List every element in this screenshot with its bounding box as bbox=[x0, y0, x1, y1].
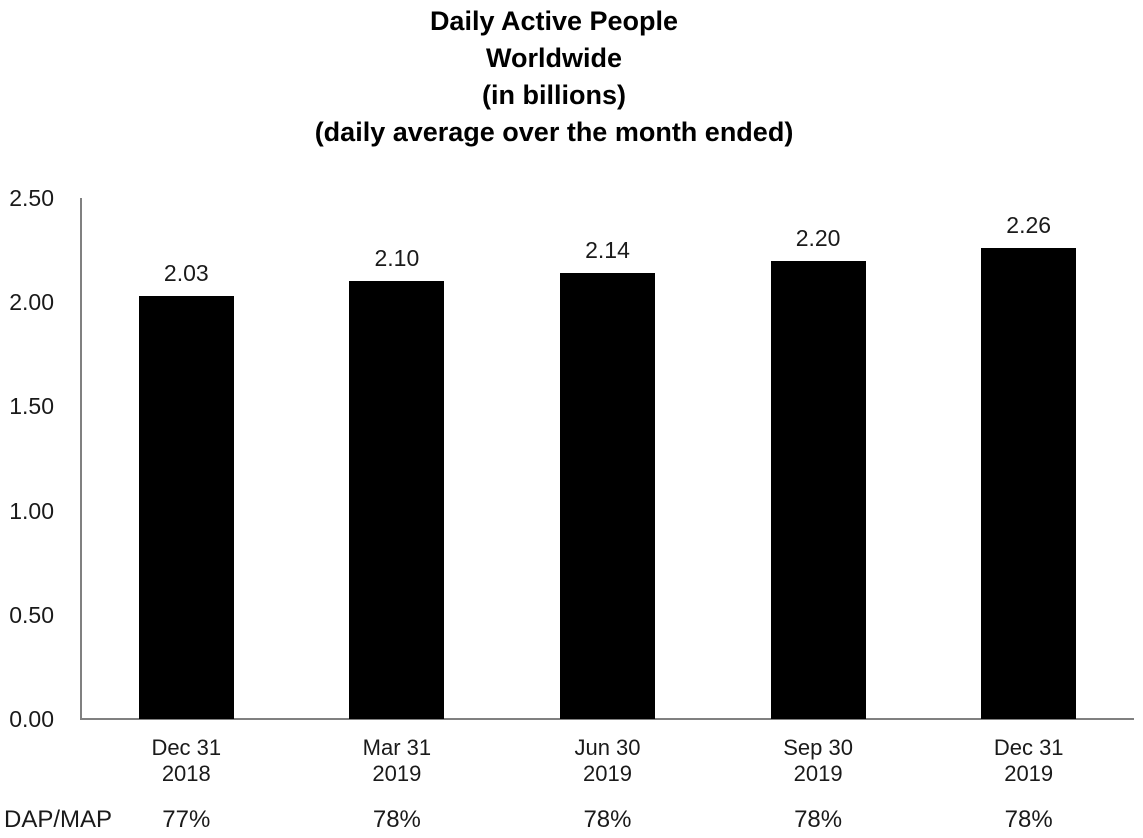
dap-map-value: 78% bbox=[794, 806, 843, 833]
bar bbox=[981, 248, 1077, 719]
x-category-label: Dec 31 2019 bbox=[923, 735, 1134, 787]
x-category-label-line: 2019 bbox=[583, 761, 632, 786]
chart-title-line-4: (daily average over the month ended) bbox=[314, 117, 794, 147]
dap-map-row-label: DAP/MAP bbox=[4, 806, 113, 833]
y-tick-label: 0.00 bbox=[9, 706, 54, 732]
chart-title-line-3: (in billions) bbox=[482, 80, 626, 110]
x-category-label-line: Jun 30 bbox=[574, 735, 641, 760]
x-category-label-line: Mar 31 bbox=[362, 735, 432, 760]
dap-map-value: 77% bbox=[162, 806, 211, 833]
chart-title-line-1: Daily Active People bbox=[429, 6, 679, 36]
chart-title-line-2: Worldwide bbox=[485, 43, 622, 73]
y-axis-line bbox=[80, 198, 82, 719]
y-tick-label: 2.00 bbox=[9, 289, 54, 316]
x-category-label: Mar 31 2019 bbox=[292, 735, 503, 787]
x-category-label-line: 2019 bbox=[793, 761, 843, 786]
x-category-label-line: 2019 bbox=[1004, 761, 1054, 786]
dap-map-value: 78% bbox=[1004, 806, 1053, 833]
chart-title: Daily Active People Worldwide (in billio… bbox=[0, 3, 1108, 151]
bar-value-label: 2.20 bbox=[795, 224, 841, 251]
x-category-label-line: Dec 31 bbox=[151, 735, 222, 760]
x-category-label-line: Dec 31 bbox=[993, 735, 1064, 760]
x-category-label-line: 2018 bbox=[161, 761, 211, 786]
bar bbox=[770, 260, 866, 719]
bar-value-label: 2.03 bbox=[163, 259, 209, 286]
y-tick-label: 2.50 bbox=[9, 185, 54, 211]
bar bbox=[560, 273, 655, 719]
dap-map-value: 78% bbox=[372, 806, 421, 833]
dap-map-value: 78% bbox=[583, 806, 632, 833]
bar-value-label: 2.14 bbox=[585, 237, 630, 264]
y-tick-label: 1.50 bbox=[9, 393, 54, 420]
y-tick-label: 1.00 bbox=[9, 497, 54, 524]
x-category-label-line: 2019 bbox=[372, 761, 422, 786]
bar bbox=[349, 281, 445, 719]
bar-value-label: 2.26 bbox=[1006, 212, 1052, 239]
x-axis-line bbox=[80, 718, 1134, 720]
bar bbox=[138, 295, 234, 719]
x-category-label-line: Sep 30 bbox=[783, 735, 853, 760]
x-category-label: Sep 30 2019 bbox=[713, 735, 924, 787]
bar-value-label: 2.10 bbox=[374, 245, 420, 272]
x-category-label: Dec 31 2018 bbox=[81, 735, 292, 787]
x-category-label: Jun 30 2019 bbox=[502, 735, 713, 787]
y-tick-label: 0.50 bbox=[9, 601, 54, 628]
